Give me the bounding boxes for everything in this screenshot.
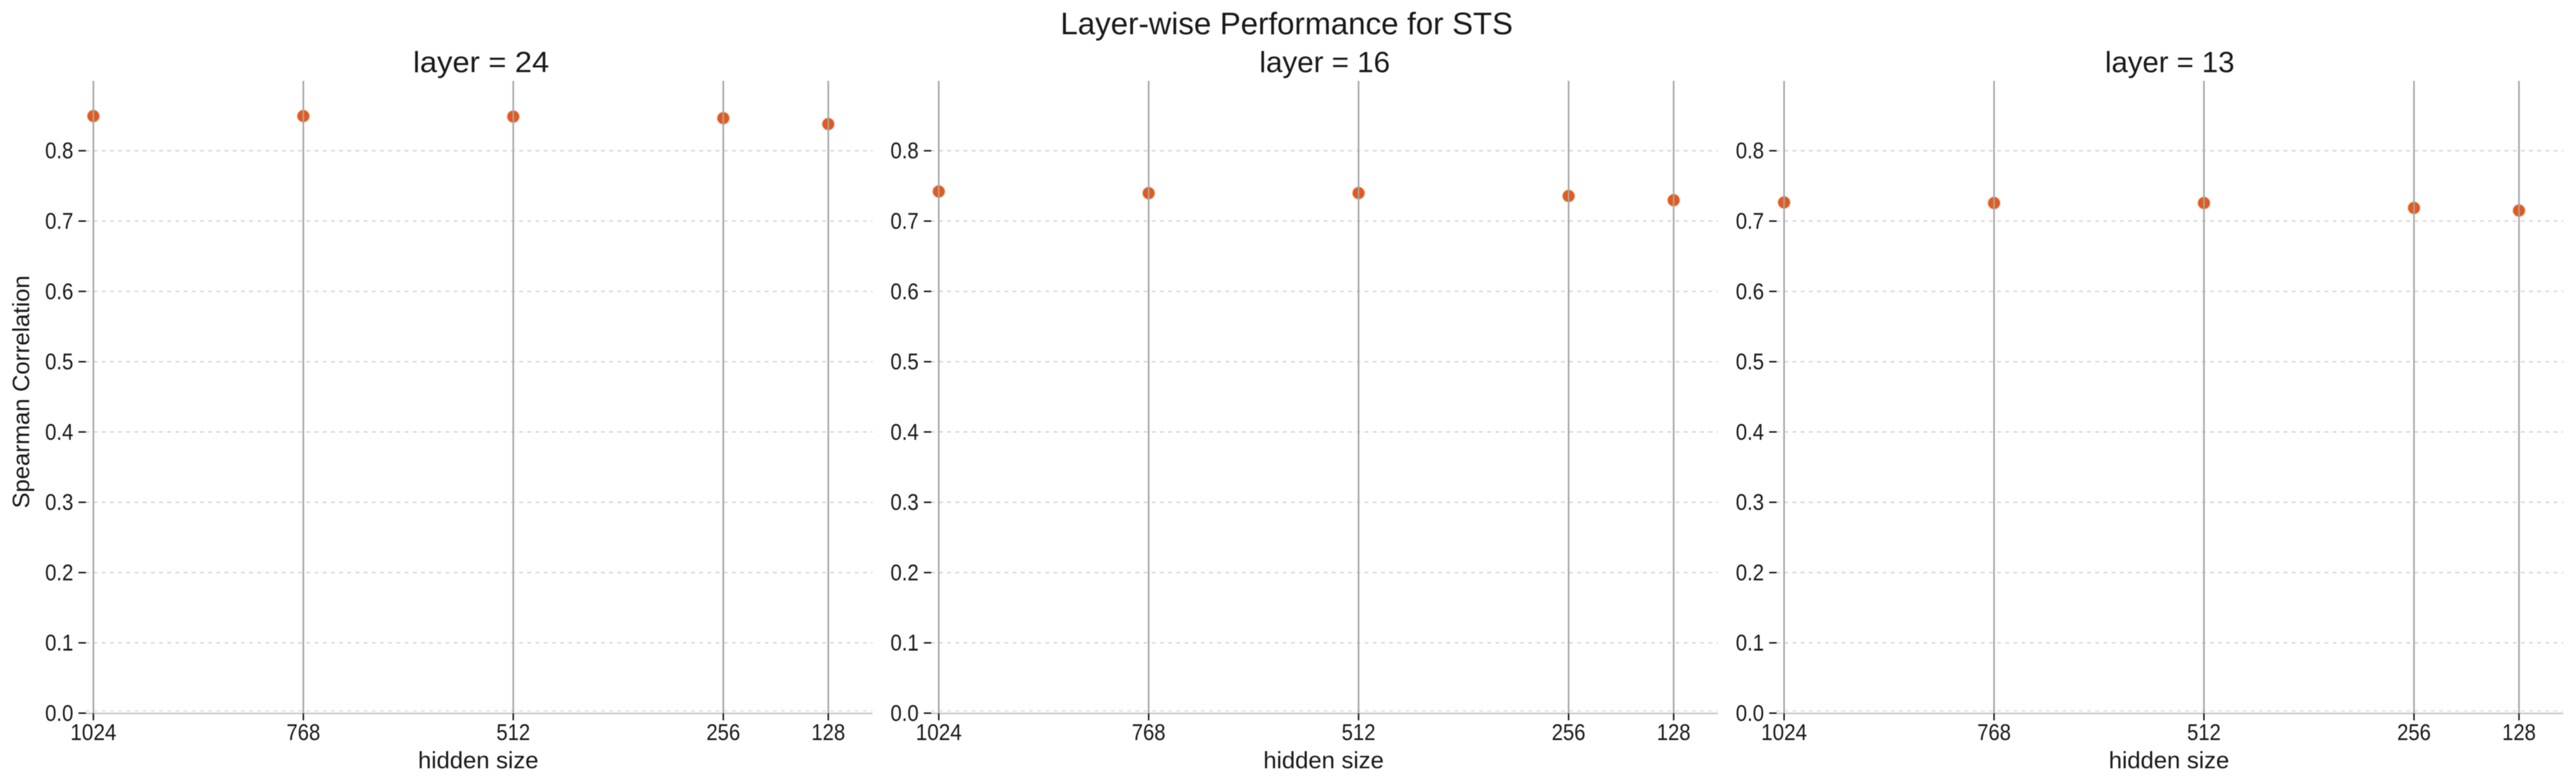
svg-text:0.7: 0.7 (45, 209, 73, 234)
svg-text:Spearman Correlation: Spearman Correlation (7, 275, 34, 508)
svg-text:0.3: 0.3 (45, 490, 73, 515)
svg-text:0.0: 0.0 (890, 700, 918, 726)
svg-text:0.5: 0.5 (890, 350, 918, 375)
svg-text:0.8: 0.8 (1736, 138, 1764, 164)
svg-text:128: 128 (1657, 720, 1690, 745)
svg-text:0.8: 0.8 (45, 138, 73, 164)
svg-text:0.1: 0.1 (45, 631, 73, 656)
svg-text:256: 256 (1552, 720, 1585, 745)
svg-text:1024: 1024 (70, 720, 117, 745)
svg-text:768: 768 (1132, 720, 1165, 745)
svg-text:0.6: 0.6 (1736, 279, 1764, 305)
svg-text:0.4: 0.4 (1736, 419, 1764, 445)
svg-text:0.1: 0.1 (890, 631, 918, 656)
svg-text:0.7: 0.7 (890, 209, 918, 234)
svg-text:0.0: 0.0 (45, 700, 73, 726)
svg-text:768: 768 (286, 720, 320, 745)
svg-text:0.8: 0.8 (890, 138, 918, 164)
svg-text:128: 128 (812, 720, 845, 745)
svg-text:0.2: 0.2 (45, 560, 73, 586)
svg-text:128: 128 (2502, 720, 2536, 745)
svg-text:0.4: 0.4 (890, 419, 918, 445)
svg-text:layer = 16: layer = 16 (1259, 47, 1390, 79)
svg-text:1024: 1024 (1761, 720, 1807, 745)
svg-text:layer = 13: layer = 13 (2105, 47, 2235, 79)
svg-text:512: 512 (2187, 720, 2220, 745)
svg-text:512: 512 (1342, 720, 1375, 745)
svg-text:0.5: 0.5 (45, 350, 73, 375)
svg-text:0.4: 0.4 (45, 419, 73, 445)
svg-text:512: 512 (496, 720, 530, 745)
svg-text:0.1: 0.1 (1736, 631, 1764, 656)
svg-text:layer = 24: layer = 24 (413, 47, 549, 79)
svg-text:0.3: 0.3 (890, 490, 918, 515)
svg-text:0.6: 0.6 (45, 279, 73, 305)
svg-text:768: 768 (1977, 720, 2010, 745)
svg-text:0.0: 0.0 (1736, 700, 1764, 726)
svg-text:hidden size: hidden size (2108, 747, 2229, 774)
svg-text:0.7: 0.7 (1736, 209, 1764, 234)
svg-text:Layer-wise Performance for STS: Layer-wise Performance for STS (1061, 6, 1513, 41)
svg-text:1024: 1024 (916, 720, 962, 745)
svg-text:0.3: 0.3 (1736, 490, 1764, 515)
svg-text:0.2: 0.2 (1736, 560, 1764, 586)
svg-text:hidden size: hidden size (1263, 747, 1384, 774)
svg-text:256: 256 (2397, 720, 2430, 745)
svg-text:0.6: 0.6 (890, 279, 918, 305)
svg-text:hidden size: hidden size (418, 747, 539, 774)
svg-text:0.2: 0.2 (890, 560, 918, 586)
svg-text:256: 256 (706, 720, 740, 745)
svg-text:0.5: 0.5 (1736, 350, 1764, 375)
